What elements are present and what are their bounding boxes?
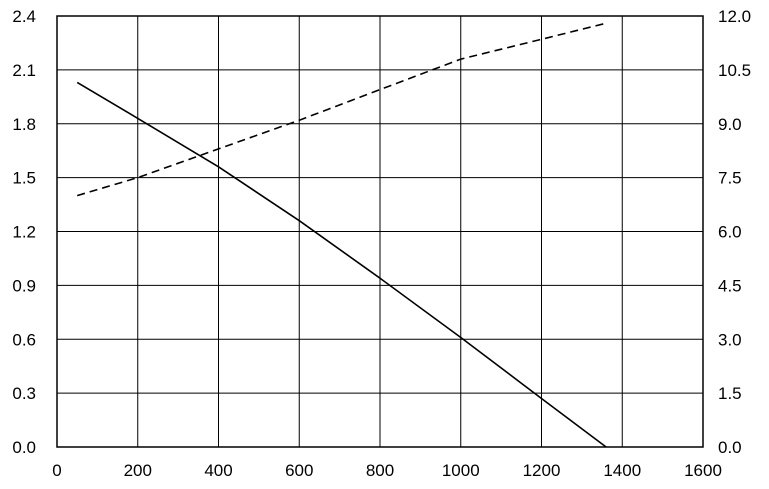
series-line-2-dashed — [76, 22, 607, 197]
y-tick-label-0.9: 0.9 — [12, 276, 36, 295]
y2-tick-label-1.5: 1.5 — [718, 384, 742, 403]
y2-tick-label-7.5: 7.5 — [718, 169, 742, 188]
y-axis-ticks: 0.0 0.3 0.6 0.9 1.2 1.5 1.8 2.1 2.4 — [12, 7, 36, 457]
y-tick-label-2.1: 2.1 — [12, 61, 36, 80]
y-tick-label-2.4: 2.4 — [12, 7, 36, 26]
series-line-1-solid — [76, 81, 607, 448]
x-tick-label-1200: 1200 — [523, 461, 561, 480]
x-tick-label-600: 600 — [285, 461, 313, 480]
x-tick-label-0: 0 — [52, 461, 61, 480]
x-tick-label-800: 800 — [366, 461, 394, 480]
y2-tick-label-10.5: 10.5 — [718, 61, 751, 80]
x-tick-label-1000: 1000 — [442, 461, 480, 480]
y2-tick-label-4.5: 4.5 — [718, 276, 742, 295]
series-group — [76, 22, 607, 448]
y2-axis-ticks: 0.0 1.5 3.0 4.5 6.0 7.5 9.0 10.5 12.0 — [718, 7, 751, 457]
x-tick-label-200: 200 — [124, 461, 152, 480]
y2-tick-label-6.0: 6.0 — [718, 223, 742, 242]
y-tick-label-0.3: 0.3 — [12, 384, 36, 403]
y2-tick-label-0.0: 0.0 — [718, 438, 742, 457]
y-tick-label-1.8: 1.8 — [12, 115, 36, 134]
y-tick-label-1.5: 1.5 — [12, 169, 36, 188]
y-tick-label-1.2: 1.2 — [12, 223, 36, 242]
grid-lines — [57, 16, 703, 447]
y-tick-label-0.0: 0.0 — [12, 438, 36, 457]
x-tick-label-1400: 1400 — [603, 461, 641, 480]
y2-tick-label-12.0: 12.0 — [718, 7, 751, 26]
y2-tick-label-9.0: 9.0 — [718, 115, 742, 134]
plot-frame — [56, 15, 704, 448]
x-tick-label-1600: 1600 — [684, 461, 722, 480]
y2-tick-label-3.0: 3.0 — [718, 330, 742, 349]
y-tick-label-0.6: 0.6 — [12, 330, 36, 349]
x-tick-label-400: 400 — [204, 461, 232, 480]
x-axis-ticks: 0 200 400 600 800 1000 1200 1400 1600 — [52, 461, 722, 480]
